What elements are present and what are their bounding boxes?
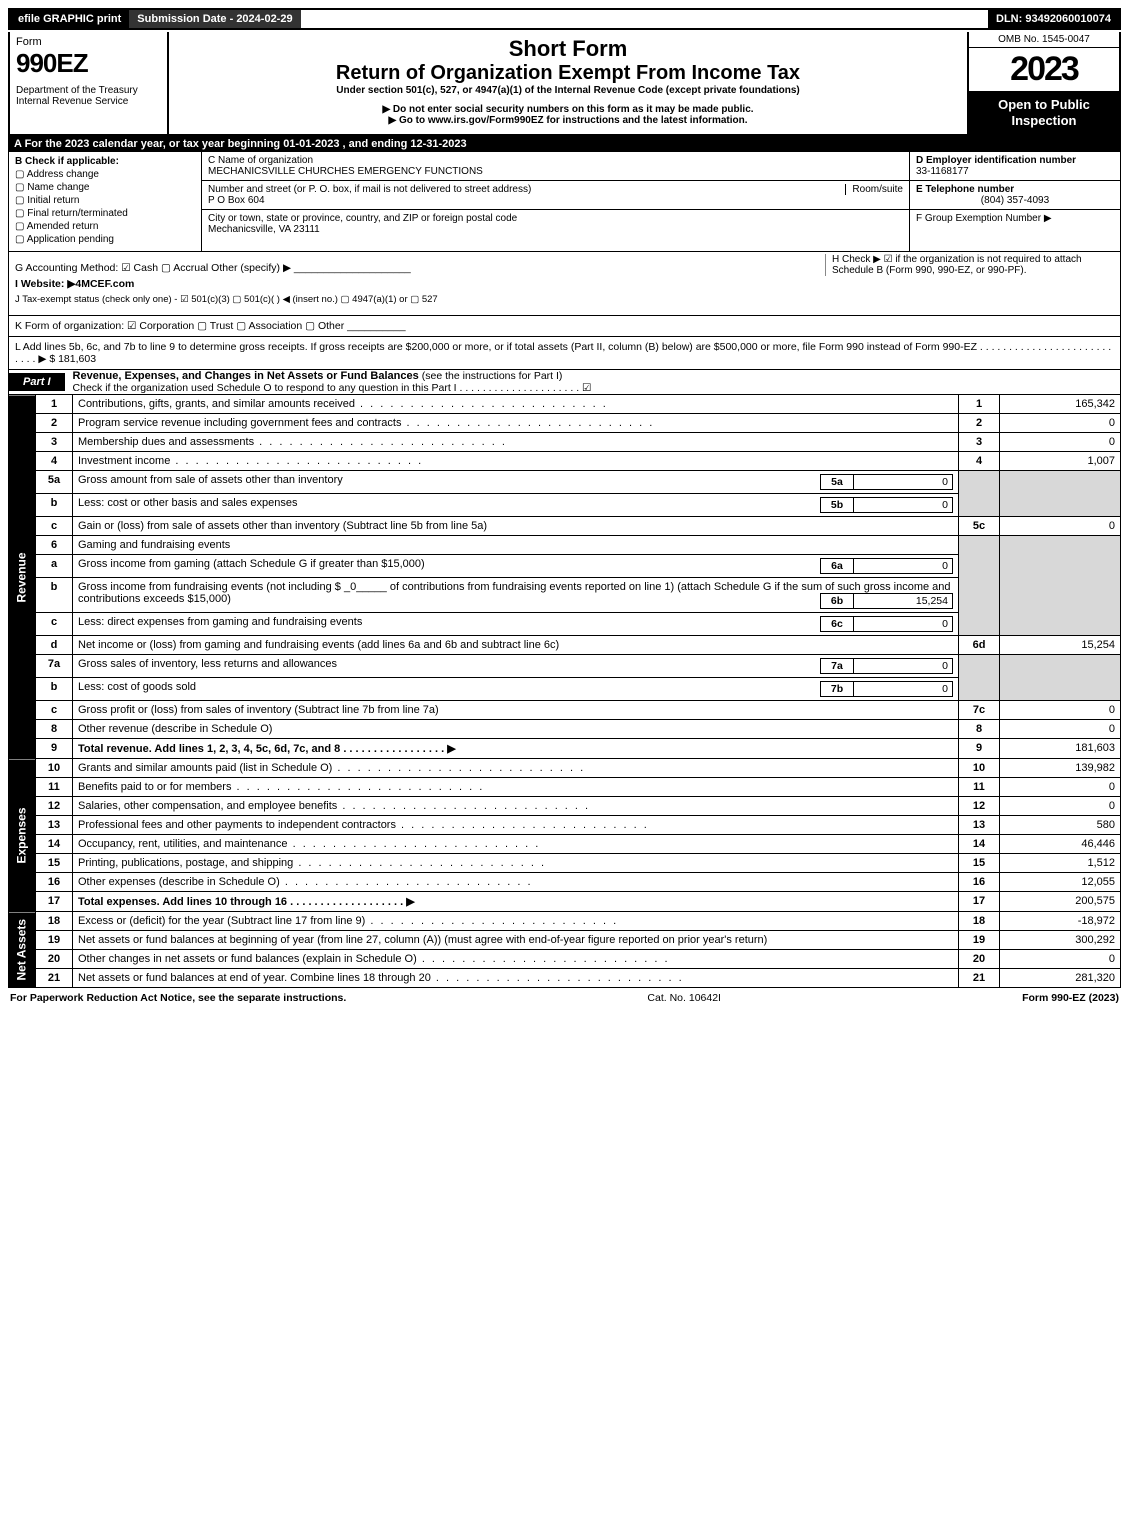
chk-application-pending[interactable]: Application pending	[15, 234, 195, 245]
footer-mid: Cat. No. 10642I	[647, 992, 721, 1004]
c-city-label: City or town, state or province, country…	[208, 213, 517, 224]
revenue-table: Revenue 1 Contributions, gifts, grants, …	[8, 395, 1121, 759]
ln-1-idx: 1	[959, 395, 1000, 414]
return-title: Return of Organization Exempt From Incom…	[177, 62, 959, 85]
efile-label[interactable]: efile GRAPHIC print	[10, 10, 129, 28]
footer-left: For Paperwork Reduction Act Notice, see …	[10, 992, 346, 1004]
part1-check: Check if the organization used Schedule …	[73, 382, 592, 394]
section-ghij: H Check ▶ ☑ if the organization is not r…	[8, 252, 1121, 316]
form-number: 990EZ	[16, 48, 161, 79]
short-form-title: Short Form	[177, 36, 959, 62]
d-ein-label: D Employer identification number	[916, 155, 1076, 166]
ln-1-num: 1	[36, 395, 73, 414]
header-mid: Short Form Return of Organization Exempt…	[169, 32, 967, 134]
l-gross-receipts: L Add lines 5b, 6c, and 7b to line 9 to …	[8, 337, 1121, 370]
side-netassets: Net Assets	[9, 912, 36, 988]
h-check: H Check ▶ ☑ if the organization is not r…	[825, 254, 1112, 276]
omb-number: OMB No. 1545-0047	[969, 32, 1119, 48]
open-inspection: Open to Public Inspection	[969, 91, 1119, 134]
side-revenue: Revenue	[9, 395, 36, 759]
part1-tag: Part I	[9, 373, 65, 391]
f-group-label: F Group Exemption Number ▶	[916, 213, 1052, 224]
header-left: Form 990EZ Department of the Treasury In…	[10, 32, 169, 134]
c-street-label: Number and street (or P. O. box, if mail…	[208, 184, 531, 195]
c-room-label: Room/suite	[845, 184, 903, 195]
chk-final-return[interactable]: Final return/terminated	[15, 208, 195, 219]
chk-address-change[interactable]: Address change	[15, 169, 195, 180]
footer-right: Form 990-EZ (2023)	[1022, 992, 1119, 1004]
org-city: Mechanicsville, VA 23111	[208, 224, 320, 235]
e-tel-label: E Telephone number	[916, 184, 1014, 195]
section-def: D Employer identification number 33-1168…	[909, 152, 1120, 251]
top-bar: efile GRAPHIC print Submission Date - 20…	[8, 8, 1121, 30]
submission-date: Submission Date - 2024-02-29	[129, 10, 300, 28]
c-name-label: C Name of organization	[208, 155, 313, 166]
part1-title: Revenue, Expenses, and Changes in Net As…	[73, 370, 419, 382]
ein-value: 33-1168177	[916, 166, 969, 177]
chk-amended-return[interactable]: Amended return	[15, 221, 195, 232]
form-word: Form	[16, 36, 161, 48]
header-right: OMB No. 1545-0047 2023 Open to Public In…	[967, 32, 1119, 134]
org-name: MECHANICSVILLE CHURCHES EMERGENCY FUNCTI…	[208, 166, 483, 177]
chk-name-change[interactable]: Name change	[15, 182, 195, 193]
section-a-dates: A For the 2023 calendar year, or tax yea…	[8, 136, 1121, 152]
side-expenses: Expenses	[9, 759, 36, 912]
k-form-org: K Form of organization: ☑ Corporation ▢ …	[8, 316, 1121, 337]
warn-ssn: ▶ Do not enter social security numbers o…	[177, 104, 959, 115]
warn-goto[interactable]: ▶ Go to www.irs.gov/Form990EZ for instru…	[177, 115, 959, 126]
b-title: B Check if applicable:	[15, 156, 119, 167]
dln: DLN: 93492060010074	[988, 10, 1119, 28]
expenses-table: Expenses 10 Grants and similar amounts p…	[8, 759, 1121, 912]
section-b: B Check if applicable: Address change Na…	[9, 152, 202, 251]
part1-header: Part I Revenue, Expenses, and Changes in…	[8, 370, 1121, 395]
org-street: P O Box 604	[208, 195, 265, 206]
ln-1-text: Contributions, gifts, grants, and simila…	[73, 395, 959, 414]
tel-value: (804) 357-4093	[916, 195, 1114, 206]
form-header: Form 990EZ Department of the Treasury In…	[8, 32, 1121, 136]
netassets-table: Net Assets 18 Excess or (deficit) for th…	[8, 912, 1121, 988]
chk-initial-return[interactable]: Initial return	[15, 195, 195, 206]
tax-year: 2023	[969, 48, 1119, 91]
ln-1-amt: 165,342	[1000, 395, 1121, 414]
section-c: C Name of organization MECHANICSVILLE CH…	[202, 152, 909, 251]
section-bcd: B Check if applicable: Address change Na…	[8, 152, 1121, 252]
under-section: Under section 501(c), 527, or 4947(a)(1)…	[177, 85, 959, 96]
dept-label: Department of the Treasury Internal Reve…	[16, 85, 161, 107]
footer: For Paperwork Reduction Act Notice, see …	[8, 988, 1121, 1004]
j-tax-status: J Tax-exempt status (check only one) - ☑…	[15, 294, 1114, 305]
i-website[interactable]: I Website: ▶4MCEF.com	[15, 278, 1114, 290]
part1-sub: (see the instructions for Part I)	[422, 370, 563, 382]
